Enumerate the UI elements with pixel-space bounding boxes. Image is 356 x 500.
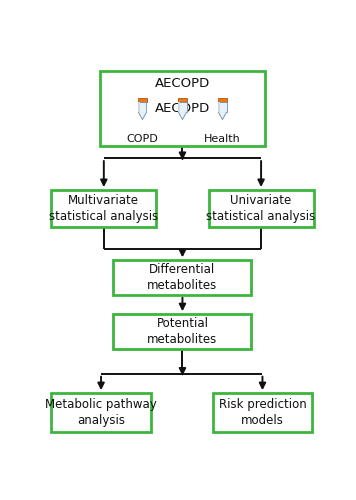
Polygon shape: [138, 112, 147, 120]
Text: AECOPD: AECOPD: [155, 102, 210, 114]
FancyBboxPatch shape: [138, 98, 147, 102]
FancyBboxPatch shape: [218, 102, 226, 112]
FancyBboxPatch shape: [138, 102, 147, 112]
Text: Risk prediction
models: Risk prediction models: [219, 398, 306, 427]
Polygon shape: [178, 112, 187, 120]
FancyBboxPatch shape: [178, 102, 180, 112]
Text: AECOPD: AECOPD: [155, 76, 210, 90]
FancyBboxPatch shape: [51, 190, 156, 226]
Text: Potential
metabolites: Potential metabolites: [147, 317, 218, 346]
Text: Multivariate
statistical analysis: Multivariate statistical analysis: [49, 194, 158, 222]
FancyBboxPatch shape: [178, 102, 187, 112]
Text: Metabolic pathway
analysis: Metabolic pathway analysis: [45, 398, 157, 427]
Text: Univariate
statistical analysis: Univariate statistical analysis: [206, 194, 316, 222]
FancyBboxPatch shape: [114, 314, 251, 349]
FancyBboxPatch shape: [213, 393, 312, 432]
FancyBboxPatch shape: [209, 190, 314, 226]
Text: COPD: COPD: [127, 134, 158, 144]
FancyBboxPatch shape: [178, 98, 187, 102]
FancyBboxPatch shape: [138, 102, 140, 112]
Polygon shape: [218, 112, 226, 120]
FancyBboxPatch shape: [51, 393, 151, 432]
FancyBboxPatch shape: [218, 102, 220, 112]
Text: Health: Health: [204, 134, 241, 144]
Text: Differential
metabolites: Differential metabolites: [147, 263, 218, 292]
FancyBboxPatch shape: [114, 260, 251, 295]
FancyBboxPatch shape: [218, 98, 227, 102]
FancyBboxPatch shape: [100, 70, 265, 146]
